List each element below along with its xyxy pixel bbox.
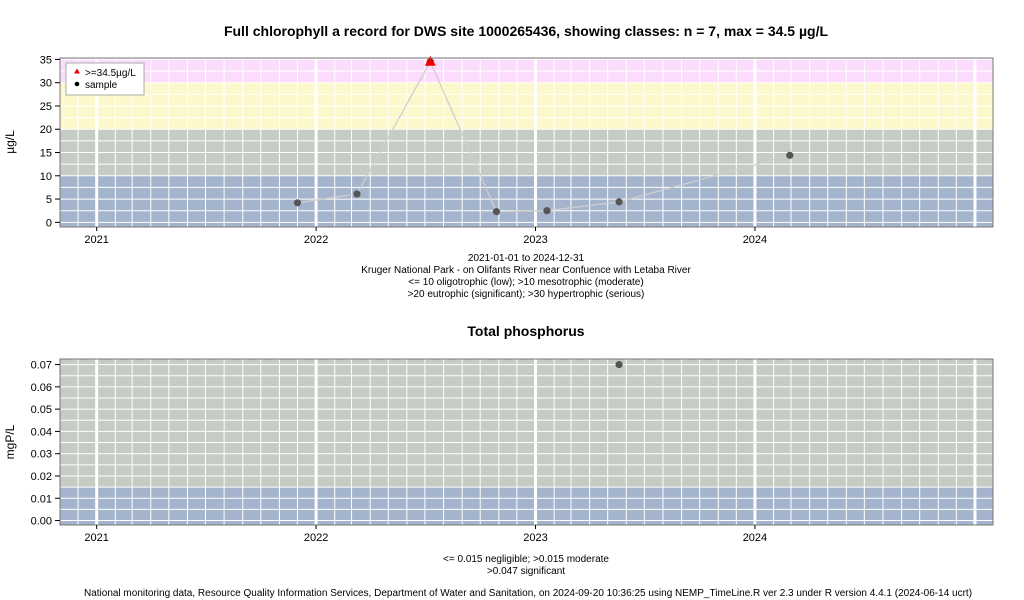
phosphorus-plot-area <box>59 358 994 526</box>
data-point <box>543 207 551 215</box>
data-point <box>353 190 361 198</box>
chlorophyll-caption-date-range: 2021-01-01 to 2024-12-31 <box>468 253 585 264</box>
y-tick-label: 20 <box>40 124 52 136</box>
chlorophyll-legend: >=34.5µg/L sample <box>65 62 145 96</box>
x-tick-label: 2024 <box>743 532 767 544</box>
phosphorus-caption-classes-1: <= 0.015 negligible; >0.015 moderate <box>443 554 609 565</box>
y-tick-label: 25 <box>40 101 52 113</box>
chlorophyll-x-axis: 2021 2022 2023 2024 <box>84 227 767 246</box>
chlorophyll-caption-classes-2: >20 eutrophic (significant); >30 hypertr… <box>408 289 645 300</box>
x-tick-label: 2021 <box>84 532 108 544</box>
phosphorus-x-axis: 2021 2022 2023 2024 <box>84 525 767 544</box>
legend-box <box>65 62 145 96</box>
x-tick-label: 2024 <box>743 234 767 246</box>
phosphorus-chart-title: Total phosphorus <box>467 323 584 339</box>
data-point <box>786 151 794 159</box>
legend-dot-icon <box>74 81 80 87</box>
data-point <box>615 360 623 369</box>
panel-border <box>59 358 994 526</box>
y-tick-label: 30 <box>40 78 52 90</box>
max-marker <box>424 55 436 66</box>
y-tick-label: 15 <box>40 148 52 160</box>
class-band-0 <box>60 487 993 525</box>
legend-label-max: >=34.5µg/L <box>85 68 136 79</box>
y-tick-label: 0.05 <box>31 404 52 416</box>
phosphorus-y-axis-label: mgP/L <box>3 424 17 459</box>
y-tick-label: 0.04 <box>31 426 52 438</box>
y-tick-label: 0.00 <box>31 516 52 528</box>
chlorophyll-caption-site: Kruger National Park - on Olifants River… <box>361 265 691 276</box>
x-tick-label: 2023 <box>523 532 547 544</box>
grid <box>60 359 993 525</box>
chlorophyll-plot-area <box>59 55 994 228</box>
chlorophyll-y-axis-label: µg/L <box>3 130 17 154</box>
data-point <box>615 198 623 206</box>
legend-triangle-icon <box>74 68 80 74</box>
y-tick-label: 0.03 <box>31 449 52 461</box>
y-tick-label: 0.02 <box>31 471 52 483</box>
x-tick-label: 2022 <box>304 234 328 246</box>
y-tick-label: 35 <box>40 54 52 66</box>
footer-credit: National monitoring data, Resource Quali… <box>84 588 972 599</box>
phosphorus-chart: Total phosphorus 0.000.010.020.030.040.0… <box>3 323 994 577</box>
data-point <box>492 208 501 216</box>
chlorophyll-chart-title: Full chlorophyll a record for DWS site 1… <box>224 23 829 39</box>
y-tick-label: 10 <box>40 171 52 183</box>
chlorophyll-y-axis: 0 5 10 15 20 25 30 35 <box>40 54 60 229</box>
class-band-1 <box>60 359 993 488</box>
chlorophyll-caption-classes-1: <= 10 oligotrophic (low); >10 mesotrophi… <box>408 277 643 288</box>
x-tick-label: 2022 <box>304 532 328 544</box>
phosphorus-caption-classes-2: >0.047 significant <box>487 566 565 577</box>
legend-label-sample: sample <box>85 80 118 91</box>
chlorophyll-chart: Full chlorophyll a record for DWS site 1… <box>3 23 994 300</box>
phosphorus-y-axis: 0.00 0.01 0.02 0.03 0.04 0.05 0.06 0.07 <box>31 360 60 528</box>
x-tick-label: 2023 <box>523 234 547 246</box>
y-tick-label: 0.07 <box>31 360 52 372</box>
class-band-3 <box>60 58 993 83</box>
panel-border <box>59 57 994 228</box>
y-tick-label: 0.06 <box>31 382 52 394</box>
class-band-0 <box>60 175 993 227</box>
x-tick-label: 2021 <box>84 234 108 246</box>
y-tick-label: 0.01 <box>31 493 52 505</box>
data-point <box>293 199 302 207</box>
y-tick-label: 5 <box>46 194 52 206</box>
y-tick-label: 0 <box>46 217 52 229</box>
